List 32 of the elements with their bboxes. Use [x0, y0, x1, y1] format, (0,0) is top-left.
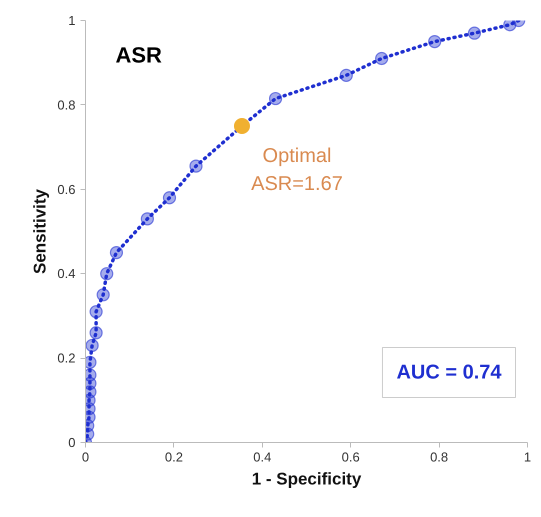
x-tick-label: 1	[524, 450, 532, 464]
point	[268, 92, 282, 106]
point	[375, 52, 388, 66]
point	[86, 338, 99, 352]
point	[90, 326, 103, 340]
x-tick-label: 0.4	[253, 450, 272, 464]
y-tick-label: 0.6	[57, 182, 76, 197]
x-tick-label: 0.2	[164, 450, 183, 464]
point	[503, 20, 516, 32]
x-tick-label: 0.8	[430, 450, 448, 464]
y-tick-label: 0.4	[57, 266, 76, 282]
annotation: Optimal ASR=1.67	[251, 145, 343, 195]
point	[96, 288, 110, 302]
point	[140, 212, 154, 226]
point	[100, 267, 114, 280]
y-tick-label: 1	[68, 13, 76, 28]
y-tick-label: 0	[68, 435, 76, 450]
y-tick-label: 0.2	[57, 350, 76, 366]
x-axis-title: 1 - Specificity	[252, 470, 362, 488]
text: ASR	[116, 42, 162, 68]
annotation: AUC = 0.74	[396, 362, 502, 384]
y-tick-label: 0.8	[57, 97, 76, 112]
x-tick-label: 0.6	[342, 450, 360, 464]
point	[90, 305, 103, 318]
point	[428, 35, 442, 48]
point	[340, 68, 353, 82]
point	[162, 191, 176, 204]
point	[468, 26, 482, 40]
y-axis-title: Sensitivity	[30, 188, 50, 274]
point	[189, 160, 203, 173]
point	[110, 246, 124, 260]
x-tick-label: 0	[82, 450, 90, 464]
